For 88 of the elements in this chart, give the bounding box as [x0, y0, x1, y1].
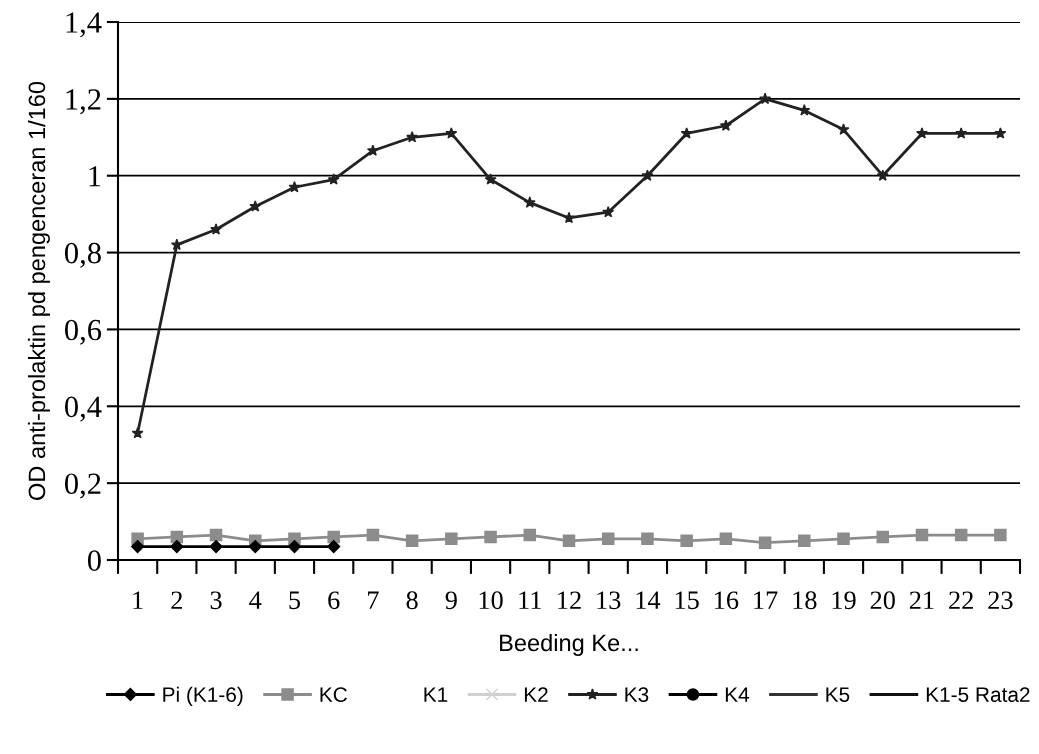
point [170, 238, 183, 251]
x-tick-label: 14 [636, 591, 661, 609]
x-tick-label: 5 [289, 591, 301, 610]
point [209, 528, 223, 542]
point [876, 169, 889, 181]
point [327, 530, 340, 544]
point [131, 426, 144, 439]
x-tick-label: 3 [210, 591, 222, 610]
point [523, 528, 537, 542]
y-axis-title: OD anti-prolaktin pd pengenceran 1/160 [27, 81, 50, 500]
x-tick-label: 9 [445, 591, 457, 610]
point [445, 127, 458, 139]
point [563, 211, 575, 224]
point [954, 528, 968, 542]
point [484, 173, 497, 185]
point [680, 534, 693, 548]
point [248, 539, 262, 554]
x-tick-label: 1 [133, 591, 143, 609]
point [288, 180, 301, 193]
x-tick-label: 20 [870, 591, 895, 610]
point [680, 127, 693, 139]
x-tick-label: 13 [597, 591, 621, 610]
point [366, 528, 380, 542]
point [405, 534, 419, 548]
x-tick-label: 15 [675, 591, 699, 610]
x-tick-label: 4 [249, 591, 262, 609]
point [209, 539, 223, 554]
point [915, 528, 929, 542]
y-tick-label: 1,4 [66, 12, 102, 38]
x-tick-label: 22 [949, 591, 973, 609]
point [131, 539, 145, 554]
x-tick-label: 2 [171, 591, 182, 609]
point [994, 127, 1007, 139]
point [876, 530, 889, 544]
x-tick-label: 8 [406, 591, 418, 610]
x-tick-label: 11 [519, 591, 541, 609]
point [523, 196, 536, 208]
point [641, 532, 654, 546]
x-tick-label: 19 [832, 591, 856, 610]
x-tick-label: 18 [793, 591, 817, 610]
point [641, 169, 654, 181]
point [719, 119, 732, 131]
x-tick-label: 12 [558, 591, 581, 609]
point [406, 131, 419, 143]
y-tick-label: 0 [87, 550, 101, 571]
legend-label: Pi (K1-6) [163, 686, 243, 707]
y-tick-label: 1 [89, 166, 101, 187]
x-tick-label: 7 [368, 591, 379, 609]
x-tick-label: 10 [479, 591, 503, 610]
point [601, 532, 615, 546]
point [287, 539, 302, 554]
point [327, 539, 341, 554]
point [915, 127, 928, 139]
point [484, 530, 497, 544]
point [445, 532, 458, 546]
y-tick-label: 0,4 [65, 396, 102, 422]
x-tick-label: 6 [328, 591, 340, 610]
point [602, 205, 615, 218]
x-axis-title: Beeding Ke... [500, 633, 638, 656]
legend-label: K4 [725, 687, 750, 702]
x-tick-label: 23 [988, 591, 1013, 610]
y-tick-label: 0,6 [65, 319, 102, 345]
point [798, 534, 811, 548]
point [837, 532, 850, 546]
x-tick-label: 17 [754, 591, 778, 609]
legend-label: K1-5 Rata2 [926, 687, 1030, 702]
point [170, 539, 184, 554]
y-tick-label: 1,2 [66, 89, 101, 115]
y-tick-label: 0,2 [65, 473, 101, 499]
text: K1 [424, 687, 448, 702]
point [562, 534, 576, 548]
point [994, 528, 1007, 542]
point [837, 123, 850, 135]
point [327, 173, 340, 185]
legend-label: K3 [625, 687, 649, 702]
x-tick-label: 21 [909, 591, 934, 609]
point [210, 223, 223, 235]
point [955, 127, 968, 139]
point [366, 144, 379, 156]
legend-label: KC [320, 687, 347, 702]
point [759, 92, 772, 105]
point [758, 536, 772, 549]
point [249, 200, 262, 212]
point [719, 532, 733, 546]
legend-label: K2 [524, 687, 548, 702]
y-tick-label: 0,8 [65, 242, 101, 268]
x-tick-label: 16 [715, 591, 739, 610]
legend-label: K5 [826, 687, 850, 702]
